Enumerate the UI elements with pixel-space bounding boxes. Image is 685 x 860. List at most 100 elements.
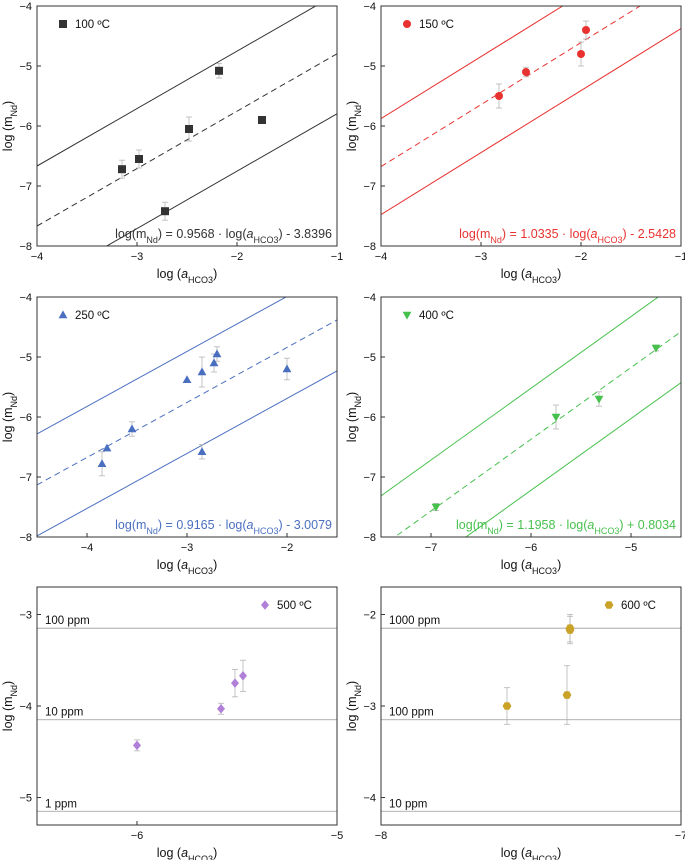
x-tick-label: −4 [375,251,388,263]
x-tick-label: −8 [375,830,388,842]
data-point [185,125,193,133]
equation-prefix: log(m [115,227,146,241]
y-axis-label: log (mNd) [1,681,19,731]
y-axis-label-suffix: ) [345,392,359,396]
x-axis-label: log (aHCO3) [157,558,217,576]
fit-line [37,319,337,486]
data-point [127,424,137,433]
data-point [258,116,266,124]
plot-area [381,614,681,812]
confidence-band-line [37,6,317,167]
x-axis-label-symbol: a [525,558,532,572]
x-tick-label: −5 [331,830,344,842]
data-point [231,678,239,688]
equation-middle: ) = 0.9568 · log( [158,227,247,241]
x-axis-label: log (aHCO3) [157,267,217,285]
x-axis-label-prefix: log ( [501,267,526,281]
equation-middle: ) = 0.9165 · log( [158,518,247,532]
x-axis-label-subscript: HCO3 [188,854,213,860]
y-axis-label-prefix: log (m [345,696,359,731]
fit-line [37,53,337,227]
plot-frame [380,296,682,538]
x-axis-label-symbol: a [525,267,532,281]
y-tick-label: −5 [19,61,32,73]
y-axis-label-suffix: ) [345,101,359,105]
data-point [209,358,219,367]
y-axis-label: log (mNd) [345,101,363,151]
y-axis-label-subscript: Nd [9,685,19,697]
y-tick-label: −8 [363,241,376,253]
plot-area [37,6,337,246]
subscript: Nd [490,235,502,245]
x-axis-label-subscript: HCO3 [532,566,557,576]
reference-line-label: 100 ppm [45,615,90,627]
y-tick-label: −4 [19,292,32,304]
y-axis-label-subscript: Nd [353,685,363,697]
subscript: HCO3 [594,526,619,536]
legend-marker [403,20,411,28]
fit-equation: log(mNd) = 1.0335 · log(aHCO3) - 2.5428 [459,227,676,245]
data-point [522,68,530,76]
y-axis-label: log (mNd) [1,101,19,151]
legend-label: 400 ºC [419,310,454,322]
legend-label: 600 ºC [621,600,656,612]
x-tick-label: −6 [525,542,538,554]
equation-suffix: ) - 3.0079 [278,518,332,532]
x-axis-label-prefix: log ( [157,846,182,860]
x-tick-label: −2 [575,251,588,263]
y-tick-label: −6 [363,412,376,424]
data-point [431,503,441,512]
x-axis-label-suffix: ) [213,558,217,572]
equation-activity-symbol: a [587,518,594,532]
x-tick-label: −3 [131,251,144,263]
y-axis-label-suffix: ) [1,101,15,105]
data-point [551,413,561,422]
data-point [594,395,604,404]
plot-area [37,627,337,812]
y-tick-label: −5 [363,61,376,73]
x-axis-label-subscript: HCO3 [188,275,213,285]
x-axis-label: log (aHCO3) [157,846,217,860]
equation-prefix: log(m [115,518,146,532]
data-point [565,626,575,634]
plot-frame [36,296,338,538]
x-axis-label-symbol: a [525,846,532,860]
confidence-band-line [465,382,681,537]
y-tick-label: −7 [19,472,32,484]
data-point [182,375,192,383]
y-tick-label: −5 [363,352,376,364]
x-axis-label-symbol: a [181,846,188,860]
reference-line-label: 10 ppm [389,798,427,810]
x-tick-label: −2 [281,542,294,554]
data-point [215,66,223,75]
confidence-band-line [37,370,337,537]
data-point [135,155,143,163]
reference-line-label: 1000 ppm [389,615,440,627]
plot-frame [380,5,682,247]
equation-middle: ) = 1.1958 · log( [499,518,588,532]
y-axis-label: log (mNd) [345,392,363,442]
x-axis-label-suffix: ) [213,846,217,860]
y-axis-label-suffix: ) [345,681,359,685]
subscript: HCO3 [253,235,278,245]
fit-equation: log(mNd) = 0.9568 · log(aHCO3) - 3.8396 [115,227,332,245]
data-point [97,459,107,467]
y-axis-label-prefix: log (m [1,116,15,151]
x-axis-label: log (aHCO3) [501,267,561,285]
y-tick-label: −7 [363,472,376,484]
plot-area [381,297,681,537]
equation-middle: ) = 1.0335 · log( [502,227,591,241]
data-point [582,26,590,34]
equation-suffix: ) - 3.8396 [278,227,332,241]
y-axis-label-subscript: Nd [9,105,19,117]
y-tick-label: −3 [19,609,32,621]
data-point [651,344,661,353]
equation-activity-symbol: a [247,227,254,241]
x-axis-label-suffix: ) [213,267,217,281]
data-point [102,443,112,452]
reference-line-label: 100 ppm [389,707,434,719]
y-tick-label: −8 [19,532,32,544]
confidence-band-line [381,297,660,497]
y-axis-label-subscript: Nd [9,396,19,408]
